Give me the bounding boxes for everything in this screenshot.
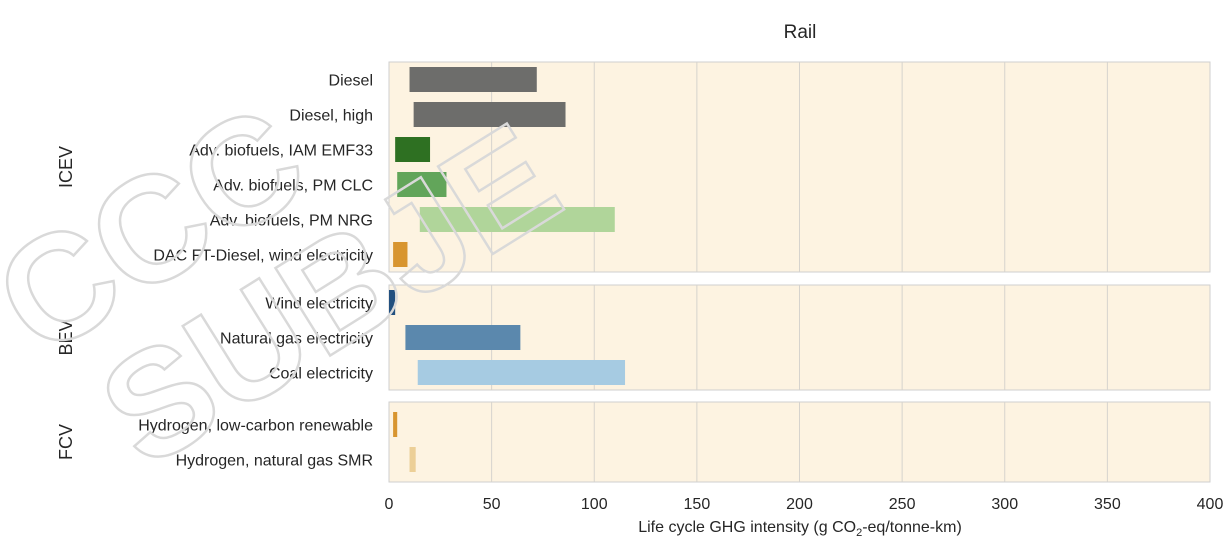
- x-axis-label-subscript: 2: [856, 527, 862, 539]
- bar-label: Adv. biofuels, IAM EMF33: [189, 143, 373, 160]
- chart-title: Rail: [784, 22, 817, 43]
- bar-label: Diesel, high: [289, 108, 373, 125]
- bar: [413, 102, 566, 127]
- bar: [417, 360, 626, 385]
- bar: [395, 137, 431, 162]
- bar: [393, 242, 408, 267]
- bar-label: DAC FT-Diesel, wind electricity: [153, 248, 373, 265]
- x-tick-label: 50: [483, 496, 501, 513]
- chart-panels: [388, 61, 1211, 483]
- bar: [405, 325, 521, 350]
- bar-label: Diesel: [329, 73, 373, 90]
- bar-label: Hydrogen, low-carbon renewable: [138, 418, 373, 435]
- bar-label: Adv. biofuels, PM NRG: [210, 213, 373, 230]
- group-label: ICEV: [56, 146, 76, 188]
- bar: [393, 412, 398, 437]
- bar-labels: Diesel Diesel, high Adv. biofuels, IAM EMF…: [138, 73, 373, 470]
- x-tick-label: 150: [684, 496, 711, 513]
- bar-label: Adv. biofuels, PM CLC: [213, 178, 373, 195]
- bar-label: Hydrogen, natural gas SMR: [176, 453, 373, 470]
- bar: [419, 207, 615, 232]
- x-tick-label: 0: [385, 496, 394, 513]
- bar: [389, 290, 396, 315]
- bar-label: Coal electricity: [269, 366, 373, 383]
- bar-label: Natural gas electricity: [220, 331, 373, 348]
- x-axis-label: Life cycle GHG intensity (g CO2-eq/tonne…: [638, 519, 962, 539]
- x-axis-label-after: -eq/tonne-km): [862, 519, 962, 536]
- bar: [409, 67, 537, 92]
- x-tick-label: 200: [786, 496, 813, 513]
- group-label: FCV: [56, 424, 76, 460]
- x-tick-label: 400: [1197, 496, 1224, 513]
- x-tick-label: 250: [889, 496, 916, 513]
- x-axis-ticks: 0 50 100 150 200 250 300 350 400: [385, 496, 1224, 513]
- x-tick-label: 100: [581, 496, 608, 513]
- group-label: BEV: [56, 319, 76, 355]
- bar: [397, 172, 447, 197]
- group-labels: ICEV BEV FCV: [56, 146, 76, 460]
- chart-bars: [389, 67, 626, 472]
- bar-label: Wind electricity: [265, 296, 373, 313]
- x-tick-label: 350: [1094, 496, 1121, 513]
- x-axis-label-before: Life cycle GHG intensity (g CO: [638, 519, 856, 536]
- x-tick-label: 300: [991, 496, 1018, 513]
- bar: [409, 447, 416, 472]
